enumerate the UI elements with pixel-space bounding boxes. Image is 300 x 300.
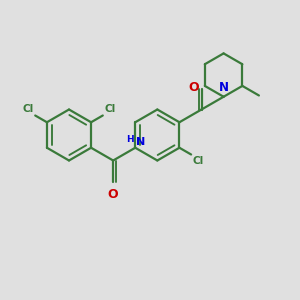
Text: O: O: [108, 188, 119, 201]
Text: N: N: [219, 81, 229, 94]
Text: O: O: [189, 81, 199, 94]
Text: N: N: [136, 137, 145, 147]
Text: Cl: Cl: [104, 104, 116, 114]
Text: H: H: [126, 135, 134, 144]
Text: Cl: Cl: [22, 104, 34, 114]
Text: Cl: Cl: [193, 156, 204, 166]
